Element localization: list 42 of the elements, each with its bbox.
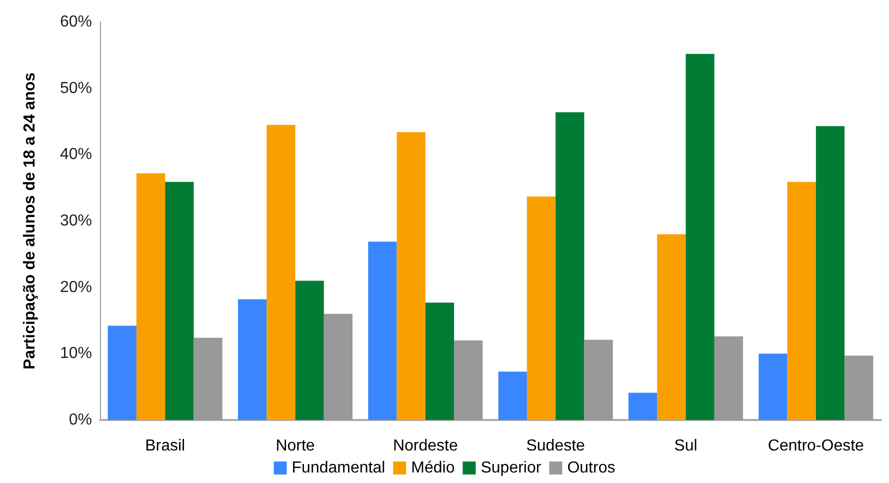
bar — [454, 340, 483, 420]
bar — [584, 340, 613, 420]
legend-label: Outros — [567, 460, 616, 476]
bar — [844, 356, 874, 420]
y-tick-label: 20% — [60, 278, 92, 296]
bar — [425, 302, 454, 420]
bar — [396, 132, 426, 420]
y-tick-label: 0% — [68, 412, 92, 428]
bar — [787, 182, 816, 420]
bar — [165, 182, 194, 420]
x-tick-label: Nordeste — [392, 438, 458, 454]
bar — [194, 338, 222, 420]
bar — [657, 234, 686, 420]
y-tick-label: 40% — [60, 146, 92, 164]
x-tick-label: Brasil — [145, 438, 186, 454]
bar — [324, 314, 353, 420]
bar — [714, 336, 744, 420]
legend-label: Médio — [411, 460, 455, 476]
bar — [816, 126, 845, 420]
bar — [108, 326, 136, 420]
legend-label: Fundamental — [292, 460, 386, 476]
y-tick-label: 50% — [60, 80, 92, 97]
y-axis-title: Participação de alunos de 18 a 24 anos — [22, 72, 38, 370]
x-tick-label: Norte — [276, 438, 315, 454]
y-tick-label: 60% — [60, 14, 92, 30]
bar — [295, 280, 324, 420]
bar — [686, 54, 714, 420]
bar — [498, 372, 527, 420]
x-tick-label: Sudeste — [526, 438, 586, 454]
bar — [628, 392, 658, 420]
bar — [368, 242, 397, 420]
bar — [526, 196, 556, 420]
bar — [556, 112, 584, 420]
x-tick-label: Sul — [674, 438, 698, 454]
x-tick-label: Centro-Oeste — [768, 438, 864, 454]
bar — [136, 173, 166, 420]
bar — [238, 299, 267, 420]
y-tick-label: 30% — [60, 212, 92, 230]
bar — [758, 354, 788, 420]
bar — [266, 124, 296, 420]
legend-label: Superior — [480, 460, 542, 476]
y-tick-label: 10% — [60, 345, 92, 362]
